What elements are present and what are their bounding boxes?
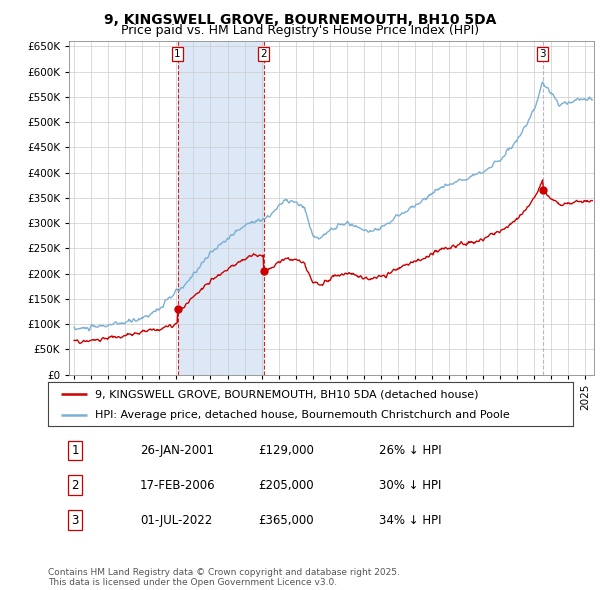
Text: 17-FEB-2006: 17-FEB-2006 xyxy=(140,478,215,492)
Text: 34% ↓ HPI: 34% ↓ HPI xyxy=(379,514,441,527)
Text: Contains HM Land Registry data © Crown copyright and database right 2025.
This d: Contains HM Land Registry data © Crown c… xyxy=(48,568,400,587)
Text: £365,000: £365,000 xyxy=(258,514,314,527)
Text: 1: 1 xyxy=(71,444,79,457)
Text: 30% ↓ HPI: 30% ↓ HPI xyxy=(379,478,441,492)
Text: 3: 3 xyxy=(539,49,546,59)
Text: £129,000: £129,000 xyxy=(258,444,314,457)
Text: HPI: Average price, detached house, Bournemouth Christchurch and Poole: HPI: Average price, detached house, Bour… xyxy=(95,410,510,420)
Text: 3: 3 xyxy=(71,514,79,527)
Text: 26% ↓ HPI: 26% ↓ HPI xyxy=(379,444,442,457)
Text: 2: 2 xyxy=(260,49,267,59)
Bar xyxy=(178,41,263,375)
Text: 01-JUL-2022: 01-JUL-2022 xyxy=(140,514,212,527)
Text: 2: 2 xyxy=(71,478,79,492)
Text: £205,000: £205,000 xyxy=(258,478,314,492)
Text: 9, KINGSWELL GROVE, BOURNEMOUTH, BH10 5DA (detached house): 9, KINGSWELL GROVE, BOURNEMOUTH, BH10 5D… xyxy=(95,389,479,399)
Text: Price paid vs. HM Land Registry's House Price Index (HPI): Price paid vs. HM Land Registry's House … xyxy=(121,24,479,37)
Text: 1: 1 xyxy=(174,49,181,59)
Text: 9, KINGSWELL GROVE, BOURNEMOUTH, BH10 5DA: 9, KINGSWELL GROVE, BOURNEMOUTH, BH10 5D… xyxy=(104,13,496,27)
Text: 26-JAN-2001: 26-JAN-2001 xyxy=(140,444,214,457)
